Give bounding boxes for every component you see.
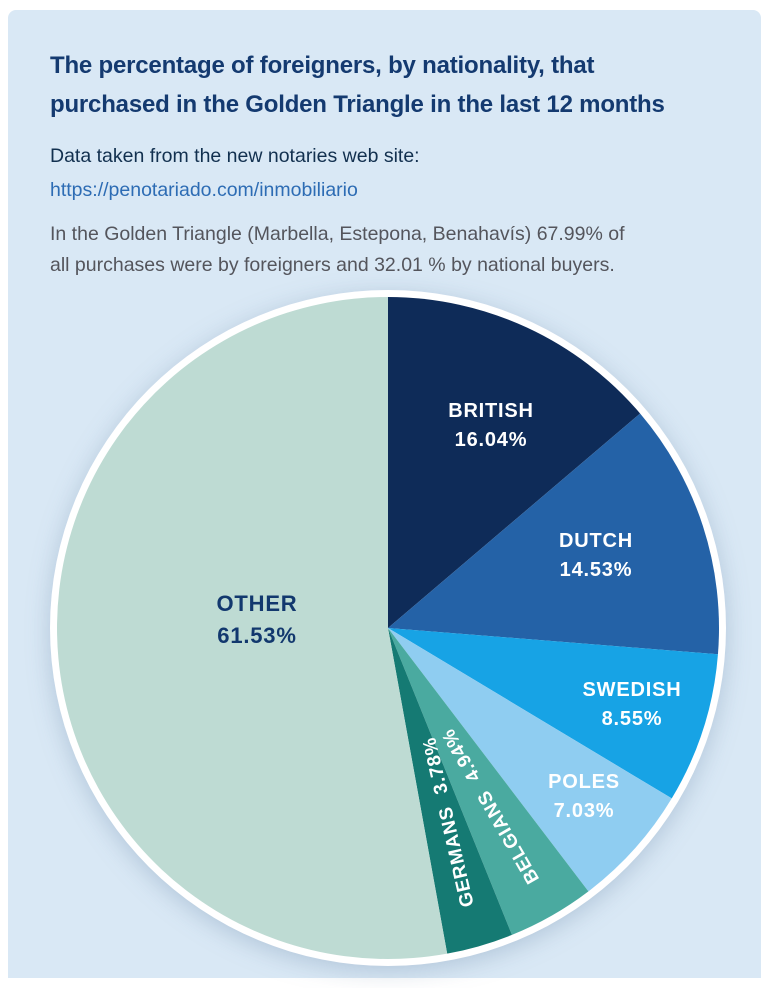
page-title-line2: purchased in the Golden Triangle in the … <box>50 91 665 118</box>
source-link[interactable]: https://penotariado.com/inmobiliario <box>50 179 358 201</box>
slice-percent: 4.94% <box>438 724 486 786</box>
slice-name: POLES <box>548 771 620 793</box>
slice-label-poles: POLES 7.03% <box>548 768 620 826</box>
slice-name: DUTCH <box>559 530 633 552</box>
source-label: Data taken from the new notaries web sit… <box>50 145 420 167</box>
slice-percent: 14.53% <box>559 559 633 581</box>
page-title-line1: The percentage of foreigners, by nationa… <box>50 52 595 79</box>
slice-label-germans: GERMANS 3.78% <box>419 735 479 909</box>
pie-slice-swedish <box>388 628 718 799</box>
slice-percent: 16.04% <box>454 429 528 451</box>
pie-slice-other <box>57 297 448 960</box>
slice-label-other: OTHER 61.53% <box>217 588 298 652</box>
pie-slice-belgians <box>388 628 589 935</box>
slice-label-belgians: BELGIANS 4.94% <box>438 724 544 888</box>
slice-percent: 3.78% <box>419 735 453 797</box>
slice-percent: 61.53% <box>217 623 297 648</box>
pie-rim <box>50 290 726 966</box>
pie-slice-dutch <box>388 413 720 655</box>
slice-label-swedish: SWEDISH 8.55% <box>583 676 682 734</box>
slice-label-dutch: DUTCH 14.53% <box>559 527 633 585</box>
slice-label-british: BRITISH 16.04% <box>448 397 534 455</box>
pie-slice-germans <box>388 628 512 954</box>
page-title: The percentage of foreigners, by nationa… <box>50 46 727 124</box>
summary-line2: all purchases were by foreigners and 32.… <box>50 254 615 276</box>
slice-name: BELGIANS <box>473 786 544 888</box>
slice-name: SWEDISH <box>582 679 682 701</box>
slice-percent: 8.55% <box>601 708 663 730</box>
infographic-panel: The percentage of foreigners, by nationa… <box>8 10 761 978</box>
slice-name: OTHER <box>216 591 298 616</box>
slice-name: BRITISH <box>448 400 534 422</box>
slice-percent: 7.03% <box>553 800 615 822</box>
slice-name: GERMANS <box>435 804 479 909</box>
pie-slice-poles <box>388 628 672 892</box>
summary-text: In the Golden Triangle (Marbella, Estepo… <box>50 219 761 281</box>
summary-line1: In the Golden Triangle (Marbella, Estepo… <box>50 223 625 245</box>
pie-slice-british <box>388 297 641 628</box>
